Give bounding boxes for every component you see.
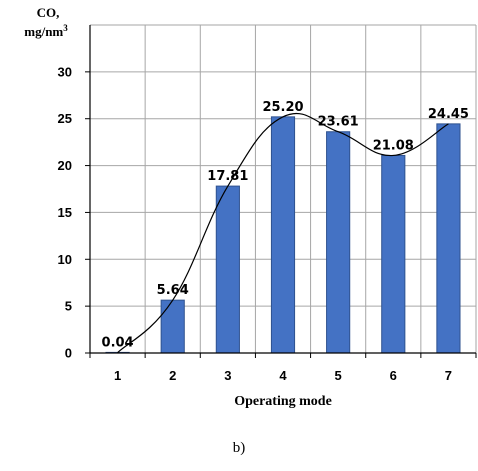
y-axis-unit-superscript: 3 — [63, 23, 68, 33]
bar — [436, 123, 461, 354]
y-tick-label: 5 — [65, 299, 72, 314]
x-tick-label: 2 — [169, 368, 176, 383]
data-label: 23.61 — [318, 115, 359, 130]
y-tick-label: 0 — [65, 346, 72, 361]
y-tick-label: 10 — [58, 252, 72, 267]
figure-caption: b) — [232, 440, 246, 456]
x-tick-label: 6 — [390, 368, 397, 383]
bar — [326, 131, 351, 354]
y-axis-unit: mg/nm — [24, 24, 63, 39]
data-label: 24.45 — [428, 107, 469, 122]
x-tick-label: 1 — [114, 368, 121, 383]
data-label: 25.20 — [262, 100, 303, 115]
bar — [160, 299, 185, 354]
bars-layer — [105, 116, 461, 354]
x-tick-label: 4 — [279, 368, 287, 383]
y-tick-label: 25 — [58, 111, 72, 126]
co-bar-chart: 0 5 10 15 20 25 30 1 2 3 4 5 6 7 0.04 5.64 17.81 25.20 23.… — [24, 5, 477, 409]
bar — [270, 116, 296, 354]
axis-layer — [85, 25, 477, 358]
bar — [215, 185, 240, 354]
y-axis-title-line1: CO, — [37, 5, 60, 20]
data-label: 5.64 — [157, 283, 189, 298]
trend-line — [117, 112, 449, 354]
labels-layer: 0 5 10 15 20 25 30 1 2 3 4 5 6 7 0.04 5.64 17.81 25.20 23.… — [58, 64, 469, 383]
data-label: 17.81 — [207, 169, 248, 184]
y-tick-label: 30 — [58, 64, 72, 79]
bar — [381, 154, 406, 354]
x-tick-label: 5 — [335, 368, 342, 383]
x-axis-title: Operating mode — [234, 394, 332, 409]
data-label: 0.04 — [102, 336, 134, 351]
y-tick-label: 15 — [58, 205, 72, 220]
data-label: 21.08 — [373, 138, 414, 153]
y-tick-label: 20 — [58, 158, 72, 173]
x-tick-label: 3 — [224, 368, 231, 383]
y-axis-title-line2: mg/nm3 — [24, 23, 68, 39]
x-tick-label: 7 — [445, 368, 452, 383]
